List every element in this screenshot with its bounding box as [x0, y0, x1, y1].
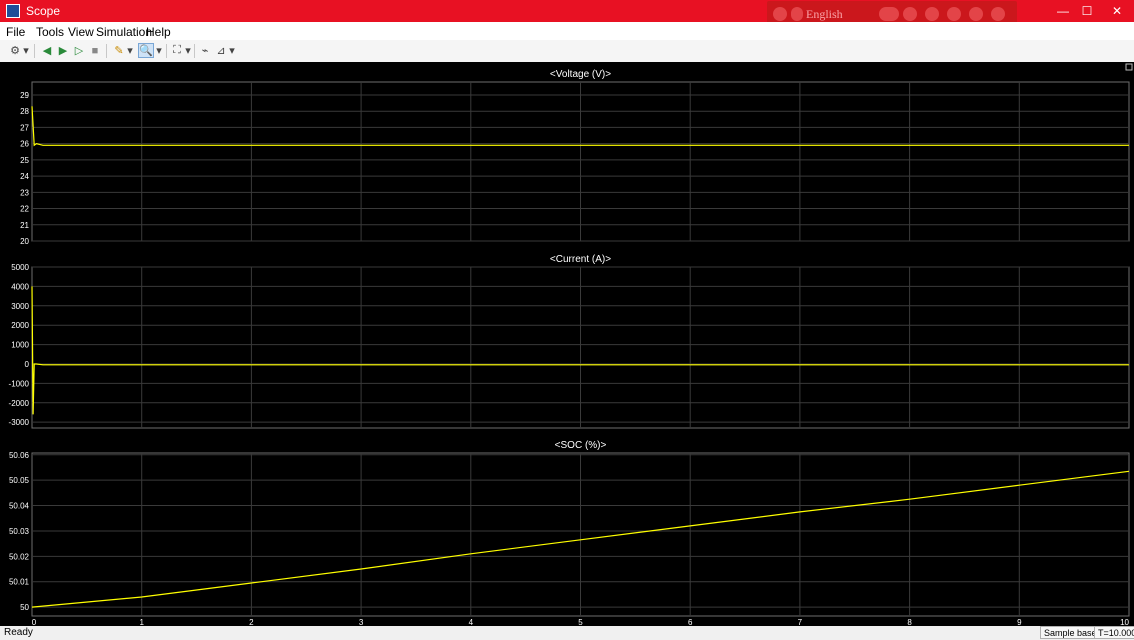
title-bar: Scope English — ☐ ✕	[0, 0, 1134, 27]
x-tick-label: 6	[688, 618, 693, 626]
x-tick-label: 8	[907, 618, 912, 626]
y-tick-label: -3000	[9, 418, 30, 427]
x-tick-label: 7	[798, 618, 803, 626]
y-tick-label: 27	[20, 123, 29, 132]
scale-axes-icon[interactable]: ⛶	[173, 44, 181, 56]
y-tick-label: 50	[20, 603, 29, 612]
y-tick-label: 50.03	[9, 527, 30, 536]
y-tick-label: 2000	[11, 321, 29, 330]
y-tick-label: 20	[20, 237, 29, 246]
settings-icon[interactable]: ⚙	[10, 45, 20, 57]
y-tick-label: 28	[20, 107, 29, 116]
scope-plot-area[interactable]: <Voltage (V)> 20 21 22 23 24 25 26 27 28 29 <Curren…	[0, 62, 1134, 626]
y-tick-label: 26	[20, 140, 29, 149]
step-forward-icon[interactable]: ▷	[74, 45, 84, 57]
y-tick-label: 23	[20, 188, 29, 197]
status-text: Ready	[4, 627, 33, 638]
minimize-button[interactable]: —	[1057, 4, 1069, 18]
status-bar: Ready Sample based T=10.000	[0, 626, 1134, 640]
y-tick-label: 25	[20, 156, 29, 165]
menu-help[interactable]: Help	[146, 25, 171, 39]
y-tick-label: 29	[20, 91, 29, 100]
signal-trace	[31, 286, 1129, 415]
y-tick-label: 21	[20, 221, 29, 230]
language-bar-help-icon[interactable]	[969, 7, 983, 21]
y-tick-label: -2000	[9, 399, 30, 408]
menu-simulation[interactable]: Simulation	[96, 25, 153, 39]
triggers-icon[interactable]: ⌁	[201, 45, 209, 57]
x-tick-label: 0	[32, 618, 37, 626]
menu-bar: File Tools View Simulation Help ⊤	[0, 22, 1134, 57]
y-tick-label: 24	[20, 172, 29, 181]
y-tick-label: 5000	[11, 263, 29, 272]
sample-mode-indicator: Sample based	[1040, 626, 1106, 639]
y-tick-label: 0	[25, 360, 30, 369]
y-tick-label: 4000	[11, 282, 29, 291]
x-tick-label: 4	[469, 618, 474, 626]
x-tick-label: 1	[139, 618, 144, 626]
undock-icon	[1125, 63, 1133, 71]
signal-trace	[31, 106, 1129, 147]
x-tick-label: 3	[359, 618, 364, 626]
menu-view[interactable]: View	[68, 25, 94, 39]
y-tick-label: 50.02	[9, 552, 30, 561]
scope-axes[interactable]: <Voltage (V)>20212223242526272829<Curren…	[0, 62, 1134, 626]
measurements-icon[interactable]: ⊿	[216, 45, 226, 57]
run-icon[interactable]: ▶	[58, 45, 68, 57]
simulation-time-indicator: T=10.000	[1094, 626, 1134, 639]
step-back-icon[interactable]: ◀	[42, 45, 52, 57]
language-bar-ime-icon[interactable]	[791, 7, 803, 21]
panel-title: <SOC (%)>	[555, 440, 607, 451]
stop-icon[interactable]: ■	[91, 44, 99, 57]
panel-title: <Current (A)>	[550, 254, 611, 265]
language-bar-hand-icon[interactable]	[903, 7, 917, 21]
highlight-dropdown-icon[interactable]: ▾	[127, 45, 133, 57]
highlight-icon[interactable]: ✎	[114, 45, 124, 57]
y-tick-label: 50.01	[9, 578, 30, 587]
y-tick-label: 50.06	[9, 451, 30, 460]
x-tick-label: 5	[578, 618, 583, 626]
window-title: Scope	[26, 4, 61, 18]
x-tick-label: 9	[1017, 618, 1022, 626]
menu-file[interactable]: File	[6, 25, 26, 39]
x-tick-label: 2	[249, 618, 254, 626]
language-bar-settings-icon[interactable]	[925, 7, 939, 21]
signal-trace	[31, 470, 1130, 608]
y-tick-label: 3000	[11, 302, 29, 311]
close-button[interactable]: ✕	[1111, 4, 1123, 18]
y-tick-label: 22	[20, 205, 29, 214]
language-bar-keyboard-icon[interactable]	[879, 7, 899, 21]
y-tick-label: 50.05	[9, 476, 30, 485]
panel-title: <Voltage (V)>	[550, 69, 611, 80]
y-tick-label: -1000	[9, 379, 30, 388]
measurements-dropdown-icon[interactable]: ▾	[229, 45, 235, 57]
language-bar-close-icon[interactable]	[991, 7, 1005, 21]
toolbar: ⚙ ▾ ◀ ▶ ▷ ■ ✎ ▾ 🔍 ▾ ⛶ ▾ ⌁ ⊿ ▾	[0, 40, 1134, 63]
language-bar-search-icon[interactable]	[773, 7, 787, 21]
maximize-button[interactable]: ☐	[1081, 4, 1093, 18]
settings-dropdown-icon[interactable]: ▾	[23, 45, 29, 57]
y-tick-label: 50.04	[9, 502, 30, 511]
scope-app-icon	[6, 4, 20, 18]
y-tick-label: 1000	[11, 341, 29, 350]
language-label[interactable]: English	[806, 7, 843, 21]
menu-tools[interactable]: Tools	[36, 25, 65, 39]
zoom-icon[interactable]: 🔍	[138, 43, 154, 58]
x-tick-label: 10	[1120, 618, 1129, 626]
zoom-dropdown-icon[interactable]: ▾	[156, 45, 162, 57]
scale-axes-dropdown-icon[interactable]: ▾	[185, 45, 191, 57]
language-bar-globe-icon[interactable]	[947, 7, 961, 21]
